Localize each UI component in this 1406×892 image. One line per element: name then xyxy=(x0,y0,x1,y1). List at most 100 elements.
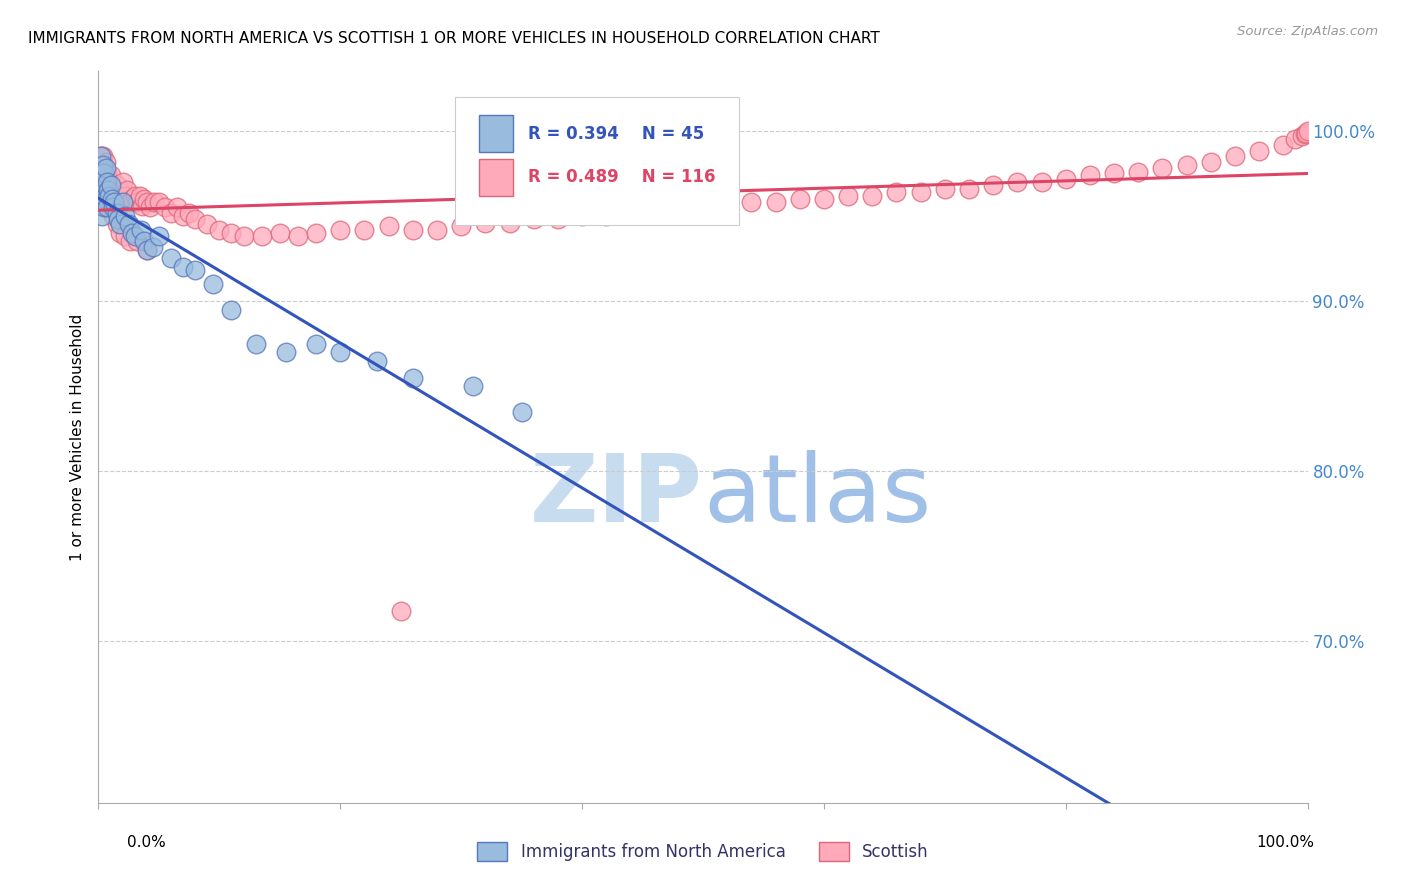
Point xyxy=(166,201,188,215)
Point xyxy=(523,212,546,227)
Point xyxy=(107,192,129,206)
Point xyxy=(498,216,520,230)
Point xyxy=(389,604,412,618)
Point xyxy=(124,188,146,202)
Point xyxy=(813,192,835,206)
Point xyxy=(571,209,593,223)
Point xyxy=(103,185,125,199)
Point xyxy=(91,178,114,193)
Point xyxy=(402,370,425,384)
Point xyxy=(692,201,714,215)
Point xyxy=(716,199,738,213)
Point xyxy=(208,222,231,236)
Point xyxy=(837,188,859,202)
Point xyxy=(1291,128,1313,143)
Point xyxy=(143,195,166,210)
Point xyxy=(111,195,134,210)
Point xyxy=(89,161,111,176)
Y-axis label: 1 or more Vehicles in Household: 1 or more Vehicles in Household xyxy=(69,313,84,561)
Point xyxy=(105,218,128,232)
Point xyxy=(89,192,111,206)
Point xyxy=(103,195,125,210)
Point xyxy=(1078,168,1101,182)
Point xyxy=(97,171,120,186)
Point xyxy=(160,205,183,219)
Point xyxy=(101,201,124,215)
Point xyxy=(108,188,131,202)
Point xyxy=(91,175,114,189)
Legend: Immigrants from North America, Scottish: Immigrants from North America, Scottish xyxy=(471,835,935,868)
Point xyxy=(1223,149,1246,163)
Point xyxy=(619,205,641,219)
Point xyxy=(129,222,152,236)
Point xyxy=(94,178,117,193)
Point xyxy=(94,183,117,197)
Point xyxy=(1199,154,1222,169)
Point xyxy=(118,195,141,210)
Point xyxy=(111,175,134,189)
Point xyxy=(1007,175,1029,189)
Point xyxy=(100,201,122,215)
Point xyxy=(90,149,112,163)
Text: R = 0.489    N = 116: R = 0.489 N = 116 xyxy=(527,169,716,186)
Point xyxy=(91,178,114,193)
Point xyxy=(110,185,132,199)
Point xyxy=(94,154,117,169)
Point xyxy=(250,229,273,244)
Point xyxy=(93,161,115,176)
Point xyxy=(135,243,157,257)
Point xyxy=(121,192,143,206)
Text: Source: ZipAtlas.com: Source: ZipAtlas.com xyxy=(1237,25,1378,38)
Point xyxy=(100,182,122,196)
Point xyxy=(90,166,112,180)
Point xyxy=(195,218,218,232)
Point xyxy=(402,222,425,236)
Point xyxy=(474,216,496,230)
Point xyxy=(860,188,883,202)
Point xyxy=(232,229,254,244)
Point xyxy=(93,192,115,206)
Point xyxy=(90,192,112,206)
Point xyxy=(94,161,117,176)
Point xyxy=(96,188,118,202)
Point xyxy=(184,212,207,227)
Point xyxy=(93,171,115,186)
Point xyxy=(135,195,157,210)
Point xyxy=(101,209,124,223)
Text: atlas: atlas xyxy=(703,450,931,541)
Point xyxy=(463,379,485,393)
Point xyxy=(101,192,124,206)
Point xyxy=(91,149,114,163)
Bar xyxy=(479,115,513,152)
Point xyxy=(426,222,449,236)
Point xyxy=(98,188,121,202)
Point xyxy=(668,202,690,216)
Point xyxy=(124,229,146,244)
Point xyxy=(100,192,122,206)
Point xyxy=(97,192,120,206)
Point xyxy=(94,192,117,206)
Point xyxy=(765,195,787,210)
Point xyxy=(886,185,908,199)
Point xyxy=(153,201,176,215)
Point xyxy=(377,219,399,234)
Point xyxy=(148,195,170,210)
Point xyxy=(118,218,141,232)
Text: ZIP: ZIP xyxy=(530,450,703,541)
Point xyxy=(91,158,114,172)
Bar xyxy=(479,159,513,195)
Point xyxy=(127,235,149,249)
Point xyxy=(97,183,120,197)
Point xyxy=(108,218,131,232)
Point xyxy=(934,182,956,196)
Point xyxy=(121,226,143,240)
Point xyxy=(547,212,569,227)
Point xyxy=(105,205,128,219)
Point xyxy=(1272,137,1295,152)
Point xyxy=(142,239,165,253)
Point xyxy=(329,345,352,359)
Point xyxy=(1031,175,1053,189)
Point xyxy=(1284,132,1306,146)
Point xyxy=(89,175,111,189)
Point xyxy=(172,209,194,223)
